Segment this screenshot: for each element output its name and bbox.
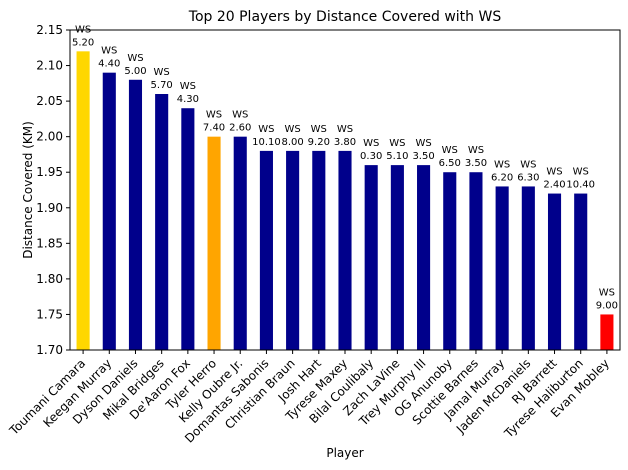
y-axis: 1.70 1.75 1.80 1.85 1.90 1.95 2.00 2.05 2.10 2.15 xyxy=(36,23,70,357)
bar-annotation-prefix: WS xyxy=(284,124,300,135)
bar-annotation-value: 3.80 xyxy=(334,137,356,148)
y-tick-label: 2.15 xyxy=(36,23,63,37)
bar-annotation-value: 9.20 xyxy=(308,137,330,148)
bar-annotation-value: 10.10 xyxy=(252,137,281,148)
bar-annotation-prefix: WS xyxy=(206,110,222,121)
bar-annotation-prefix: WS xyxy=(468,145,484,156)
bar-group xyxy=(76,51,614,351)
bar-annotation-prefix: WS xyxy=(337,124,353,135)
bar xyxy=(128,79,143,351)
bar-annotation-value: 2.60 xyxy=(229,123,251,134)
bar-annotation-value: 6.30 xyxy=(517,172,539,183)
y-axis-label: Distance Covered (KM) xyxy=(21,121,35,259)
bar xyxy=(76,51,90,350)
bar xyxy=(233,136,247,350)
bar xyxy=(521,186,535,350)
bar-annotation-prefix: WS xyxy=(154,67,170,78)
bar-annotation-prefix: WS xyxy=(389,138,405,149)
y-tick-label: 1.95 xyxy=(36,165,63,179)
bar-annotation-prefix: WS xyxy=(520,159,536,170)
bar-annotation-value: 8.00 xyxy=(281,137,303,148)
y-tick-label: 2.00 xyxy=(36,130,63,144)
x-axis-label: Player xyxy=(326,446,363,460)
bar-annotation-prefix: WS xyxy=(127,53,143,64)
bar xyxy=(600,314,614,350)
bar-annotation-value: 6.20 xyxy=(491,172,513,183)
bar-annotation-prefix: WS xyxy=(573,167,589,178)
bar-annotation-value: 5.70 xyxy=(151,80,173,91)
bar-annotation-value: 10.40 xyxy=(566,180,595,191)
bar-annotation-value: 5.10 xyxy=(386,151,408,162)
bar-annotation-value: 5.00 xyxy=(124,66,146,77)
bar-annotation-prefix: WS xyxy=(180,81,196,92)
bar xyxy=(547,193,562,350)
y-tick-label: 1.80 xyxy=(36,272,63,286)
bar xyxy=(469,172,483,350)
bar-annotation-prefix: WS xyxy=(546,167,562,178)
bar-annotation-prefix: WS xyxy=(442,145,458,156)
plot-frame xyxy=(69,29,621,351)
bar-annotation-value: 9.00 xyxy=(596,300,618,311)
y-tick-label: 1.90 xyxy=(36,201,63,215)
bar xyxy=(443,172,457,350)
bar-annotation-value: 0.30 xyxy=(360,151,382,162)
chart-title: Top 20 Players by Distance Covered with … xyxy=(188,9,502,25)
bar-annotation-value: 5.20 xyxy=(72,37,94,48)
bar xyxy=(364,165,378,350)
bar xyxy=(312,150,326,350)
y-tick-label: 1.85 xyxy=(36,236,63,250)
bar xyxy=(259,150,273,350)
bar xyxy=(155,94,169,350)
bar-annotation-value: 3.50 xyxy=(412,151,434,162)
bar-annotation-prefix: WS xyxy=(363,138,379,149)
bar-annotation-value: 6.50 xyxy=(439,158,461,169)
bar xyxy=(286,150,300,350)
bar-annotation-prefix: WS xyxy=(311,124,327,135)
y-tick-label: 1.75 xyxy=(36,307,63,321)
y-tick-label: 1.70 xyxy=(36,343,63,357)
bar xyxy=(417,165,431,350)
bar-annotation-value: 2.40 xyxy=(543,180,565,191)
bar-annotation-prefix: WS xyxy=(494,159,510,170)
bar-annotation-prefix: WS xyxy=(599,287,615,298)
bar xyxy=(495,186,509,350)
bar xyxy=(181,108,195,350)
bar-annotation-prefix: WS xyxy=(415,138,431,149)
bar-annotation-value: 3.50 xyxy=(465,158,487,169)
bar xyxy=(574,193,588,350)
y-tick-label: 2.05 xyxy=(36,94,63,108)
bar-annotation-value: 7.40 xyxy=(203,123,225,134)
y-tick-label: 2.10 xyxy=(36,59,63,73)
bar-annotation-value: 4.30 xyxy=(177,94,199,105)
bar xyxy=(390,165,404,350)
bar xyxy=(338,150,352,350)
bar xyxy=(207,136,221,350)
bar-annotation-value: 4.40 xyxy=(98,59,120,70)
annotation-group: WS 5.20 WS 4.40 WS 5.00 WS 5.70 WS 4.30 WS 7.40 WS 2.… xyxy=(72,24,618,311)
bar-annotation-prefix: WS xyxy=(258,124,274,135)
bar-annotation-prefix: WS xyxy=(101,46,117,57)
bar xyxy=(102,72,116,351)
bar-annotation-prefix: WS xyxy=(232,110,248,121)
